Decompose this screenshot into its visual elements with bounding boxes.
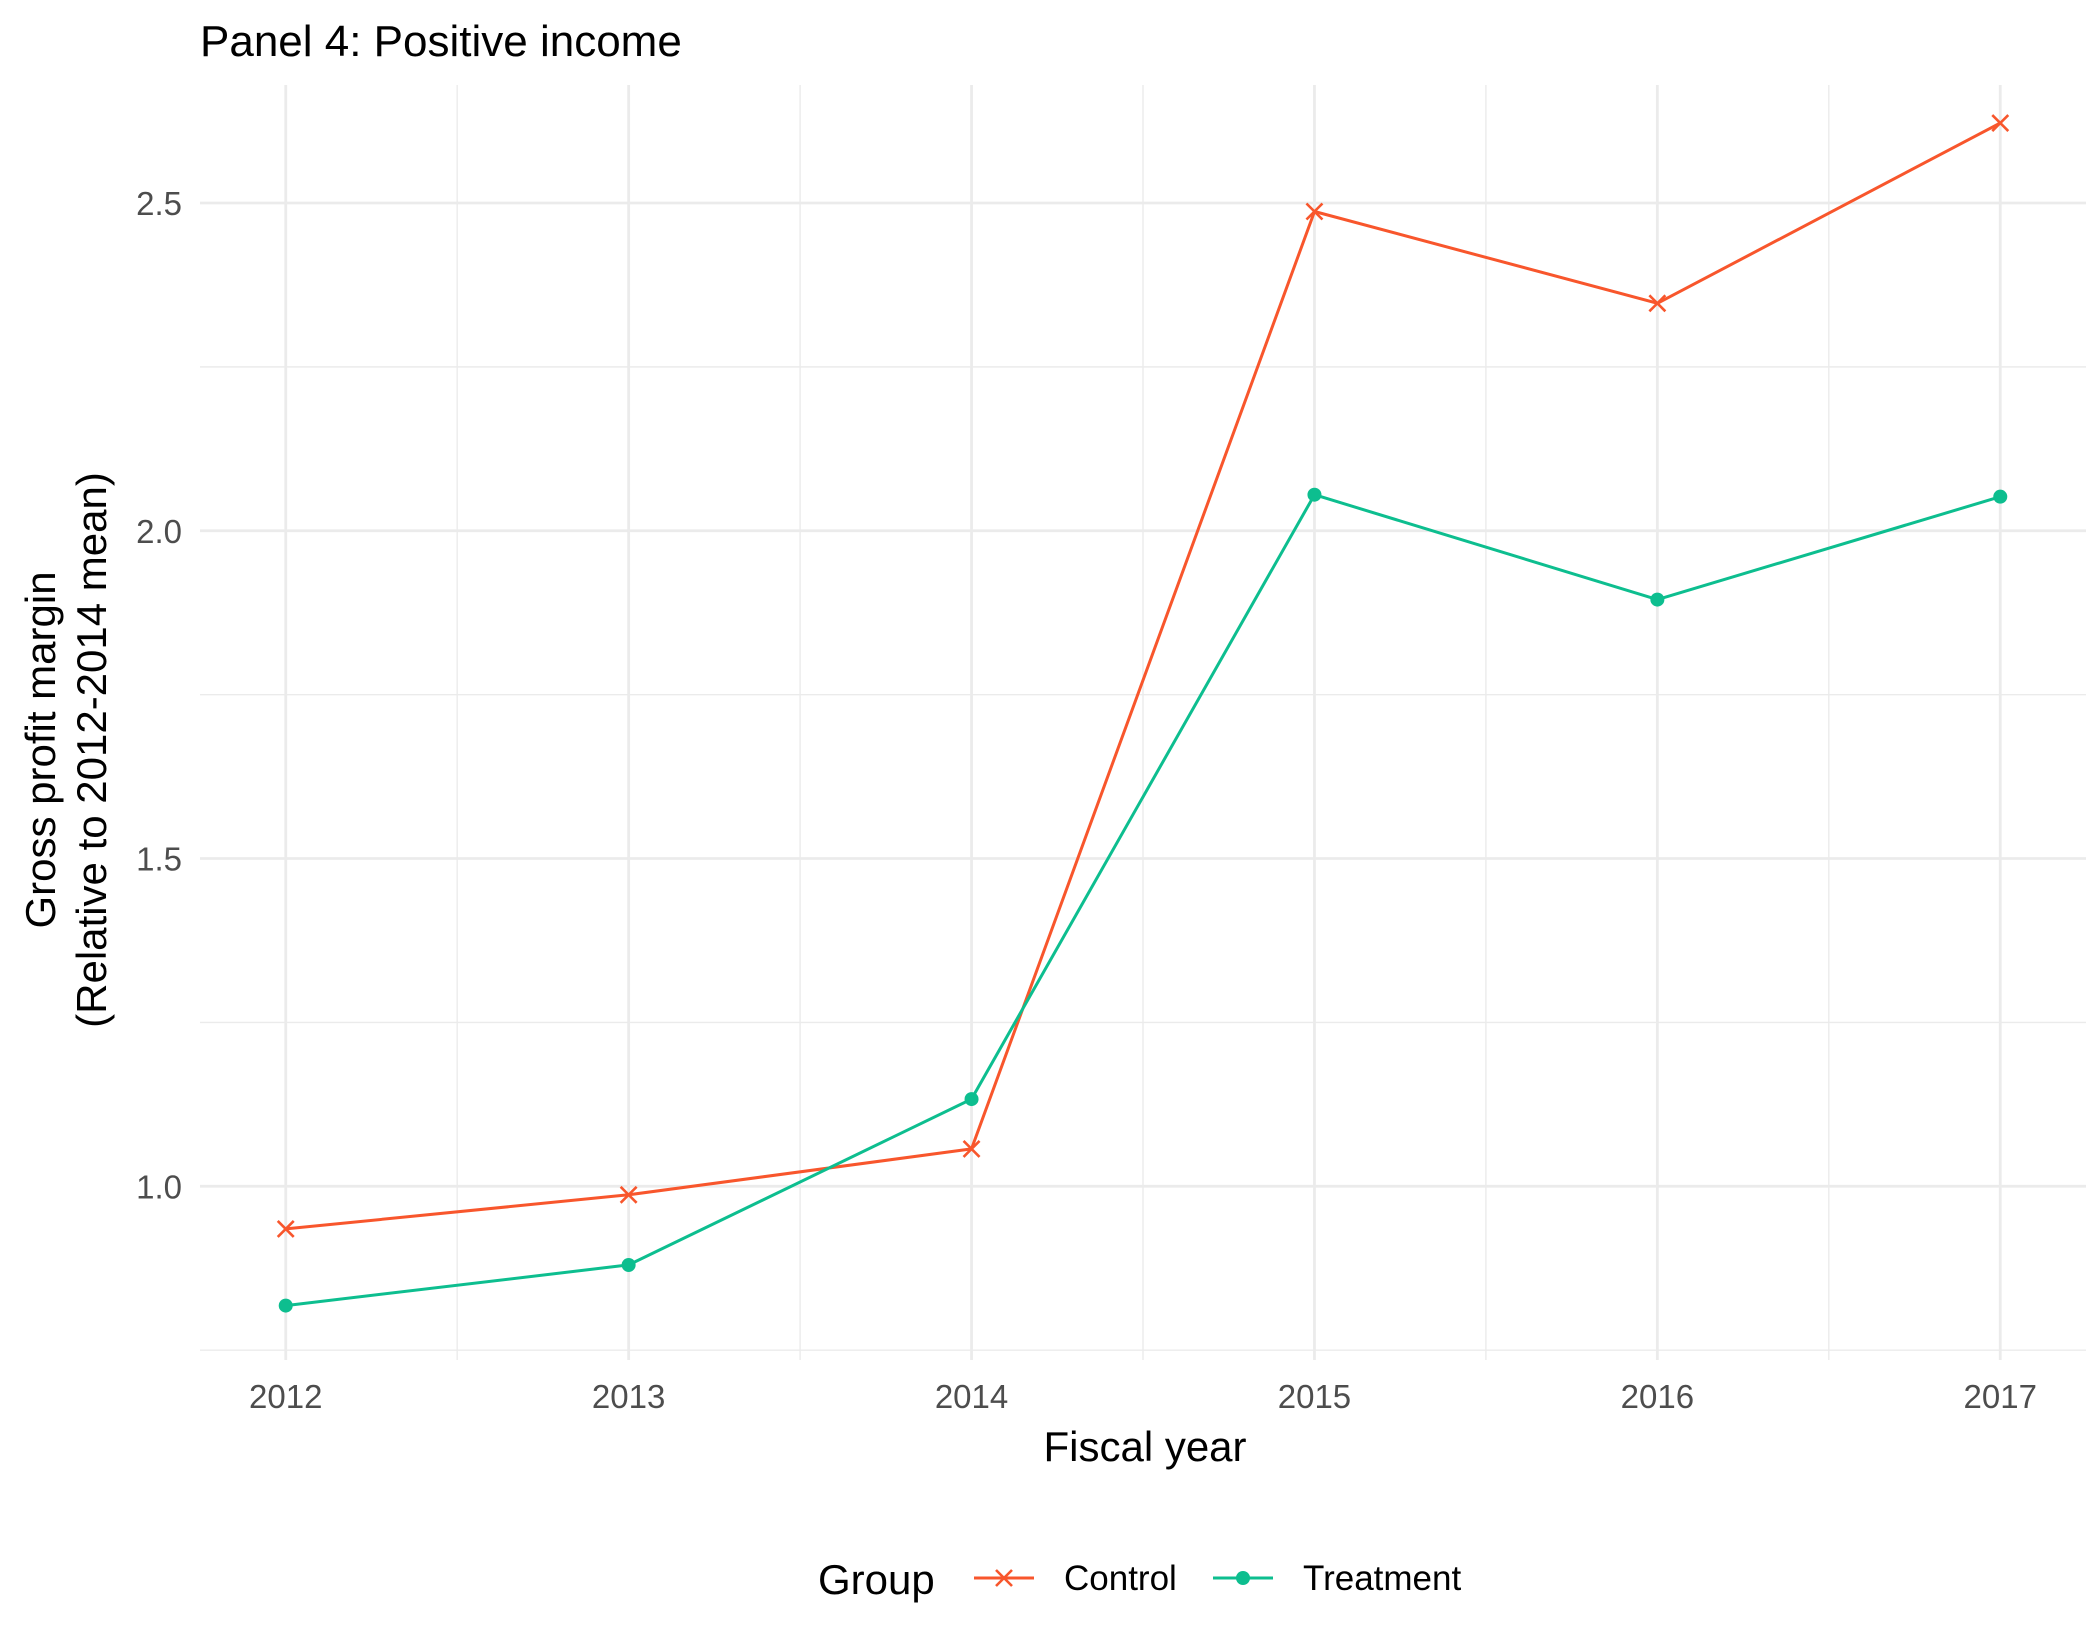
x-tick-label: 2014 (935, 1378, 1008, 1415)
series-treatment (278, 487, 2008, 1313)
data-point-control (1305, 202, 1324, 221)
legend-label-treatment: Treatment (1303, 1559, 1461, 1598)
x-tick-label: 2015 (1278, 1378, 1351, 1415)
chart-title: Panel 4: Positive income (200, 17, 682, 66)
data-point-treatment (1307, 487, 1322, 502)
data-point-treatment (1993, 489, 2008, 504)
legend-label-control: Control (1064, 1559, 1177, 1598)
y-tick-label: 1.0 (136, 1168, 182, 1205)
legend-key-dot-marker (1236, 1571, 1250, 1585)
y-tick-label: 2.5 (136, 185, 182, 222)
data-point-treatment (964, 1092, 979, 1107)
legend-item-control: Control (974, 1559, 1177, 1598)
x-tick-label: 2013 (592, 1378, 665, 1415)
data-point-control (1991, 114, 2010, 132)
series-line-treatment (285, 493, 2001, 1308)
series-line-control (285, 121, 2001, 1231)
x-axis-title: Fiscal year (1043, 1423, 1246, 1470)
series-control (276, 114, 2010, 1238)
y-tick-label: 2.0 (136, 513, 182, 550)
axes: 1.0 1.5 2.0 2.5 2012 2013 2014 2015 2016 2017 (136, 185, 2037, 1415)
data-point-treatment (278, 1298, 293, 1313)
data-point-control (1648, 294, 1667, 313)
data-point-treatment (1650, 592, 1665, 607)
y-axis-title-line-1: Gross profit margin (17, 571, 64, 928)
y-tick-label: 1.5 (136, 841, 182, 878)
data-point-treatment (621, 1257, 636, 1272)
x-tick-label: 2016 (1621, 1378, 1694, 1415)
data-point-control (276, 1219, 295, 1238)
data-point-control (962, 1140, 981, 1158)
y-axis-title-line-2: (Relative to 2012-2014 mean) (68, 472, 115, 1028)
x-tick-label: 2012 (249, 1378, 322, 1415)
legend-key-x-marker (995, 1569, 1013, 1587)
legend: Group Control Treatment (818, 1556, 1461, 1603)
data-point-control (619, 1185, 638, 1204)
legend-item-treatment: Treatment (1213, 1559, 1461, 1598)
grid (200, 85, 2086, 1360)
x-tick-label: 2017 (1964, 1378, 2037, 1415)
legend-title: Group (818, 1556, 935, 1603)
series-layer (276, 114, 2010, 1313)
